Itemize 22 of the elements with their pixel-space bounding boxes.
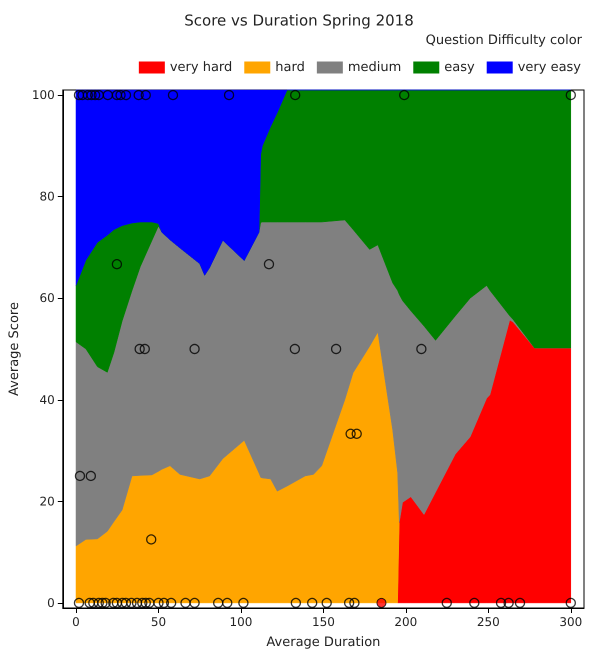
y-tick-label: 0	[47, 596, 55, 610]
y-tick-label: 80	[40, 190, 55, 204]
y-tick-label: 60	[40, 291, 55, 306]
y-tick-label: 20	[40, 494, 55, 508]
y-tick-label: 100	[32, 88, 55, 102]
x-tick-label: 50	[150, 615, 166, 629]
y-axis-title: Average Score	[7, 302, 22, 396]
x-tick-label: 150	[312, 615, 335, 629]
x-tick-label: 0	[72, 615, 80, 629]
legend-label: hard	[275, 60, 305, 75]
legend-title: Question Difficulty color	[426, 33, 583, 48]
x-tick-label: 100	[229, 615, 252, 629]
legend-label: very hard	[170, 60, 232, 75]
chart-title: Score vs Duration Spring 2018	[184, 12, 414, 30]
x-tick-label: 300	[559, 615, 582, 629]
x-axis-title: Average Duration	[266, 635, 380, 650]
legend-label: easy	[444, 60, 476, 75]
legend-label: medium	[348, 60, 402, 75]
x-tick-label: 200	[394, 615, 418, 629]
y-tick-label: 40	[40, 392, 55, 407]
x-tick-label: 250	[476, 615, 500, 629]
legend-label: very easy	[518, 60, 582, 75]
